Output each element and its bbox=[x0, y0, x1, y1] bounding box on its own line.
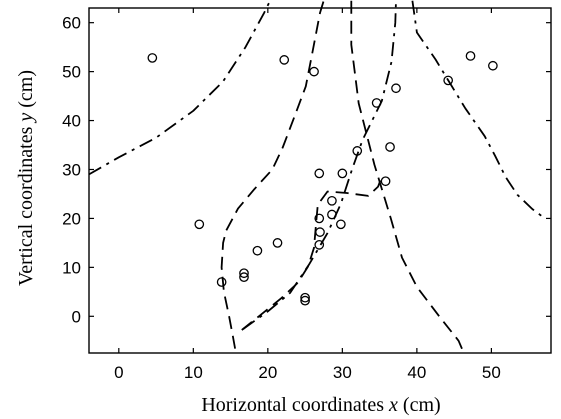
y-tick-label: 10 bbox=[62, 258, 81, 277]
x-axis: 0 10 20 30 40 50 bbox=[114, 8, 501, 382]
data-point bbox=[239, 268, 249, 279]
data-point bbox=[239, 272, 249, 282]
x-tick-label: 50 bbox=[482, 363, 501, 382]
data-point bbox=[194, 219, 205, 230]
dash-dot-contour bbox=[242, 0, 397, 330]
data-point bbox=[327, 209, 337, 220]
data-point bbox=[465, 51, 476, 61]
dash-dot-contour bbox=[88, 0, 271, 176]
x-tick-label: 10 bbox=[184, 363, 203, 382]
data-point bbox=[300, 292, 310, 303]
contour-lines bbox=[88, 0, 545, 354]
dashed-contour bbox=[220, 0, 325, 349]
data-point bbox=[314, 240, 325, 250]
dash-dot-contour bbox=[411, 0, 545, 219]
data-point bbox=[272, 238, 283, 248]
scatter-points bbox=[147, 51, 498, 306]
data-point bbox=[216, 277, 227, 287]
data-point bbox=[279, 55, 290, 65]
data-point bbox=[443, 75, 454, 86]
data-point bbox=[380, 176, 391, 187]
data-point bbox=[147, 53, 158, 63]
data-point bbox=[336, 219, 346, 230]
x-tick-label: 30 bbox=[333, 363, 352, 382]
x-tick-label: 0 bbox=[114, 363, 123, 382]
data-point bbox=[300, 295, 310, 306]
data-point bbox=[385, 142, 395, 152]
y-tick-label: 0 bbox=[72, 307, 81, 326]
data-point bbox=[371, 98, 382, 108]
data-point bbox=[315, 227, 325, 237]
y-axis: 0 10 20 30 40 50 60 bbox=[62, 14, 551, 326]
data-point bbox=[252, 245, 263, 256]
data-point bbox=[488, 60, 498, 71]
x-tick-label: 20 bbox=[258, 363, 277, 382]
data-point bbox=[352, 146, 363, 156]
y-axis-title: Vertical coordinates y (cm) bbox=[15, 70, 37, 286]
x-tick-label: 40 bbox=[407, 363, 426, 382]
plot-frame bbox=[88, 7, 552, 354]
y-tick-label: 60 bbox=[62, 14, 81, 33]
dashed-contour bbox=[241, 174, 384, 331]
x-axis-title: Horizontal coordinates x (cm) bbox=[201, 394, 440, 416]
y-tick-label: 50 bbox=[62, 63, 81, 82]
y-tick-label: 40 bbox=[62, 112, 81, 131]
data-point bbox=[314, 168, 325, 179]
data-point bbox=[391, 83, 401, 94]
data-point bbox=[337, 168, 348, 179]
dashed-contour bbox=[350, 0, 465, 354]
data-point bbox=[314, 213, 325, 224]
data-point bbox=[309, 66, 319, 77]
data-point bbox=[327, 195, 337, 206]
y-tick-label: 30 bbox=[62, 160, 81, 179]
y-tick-label: 20 bbox=[62, 209, 81, 228]
